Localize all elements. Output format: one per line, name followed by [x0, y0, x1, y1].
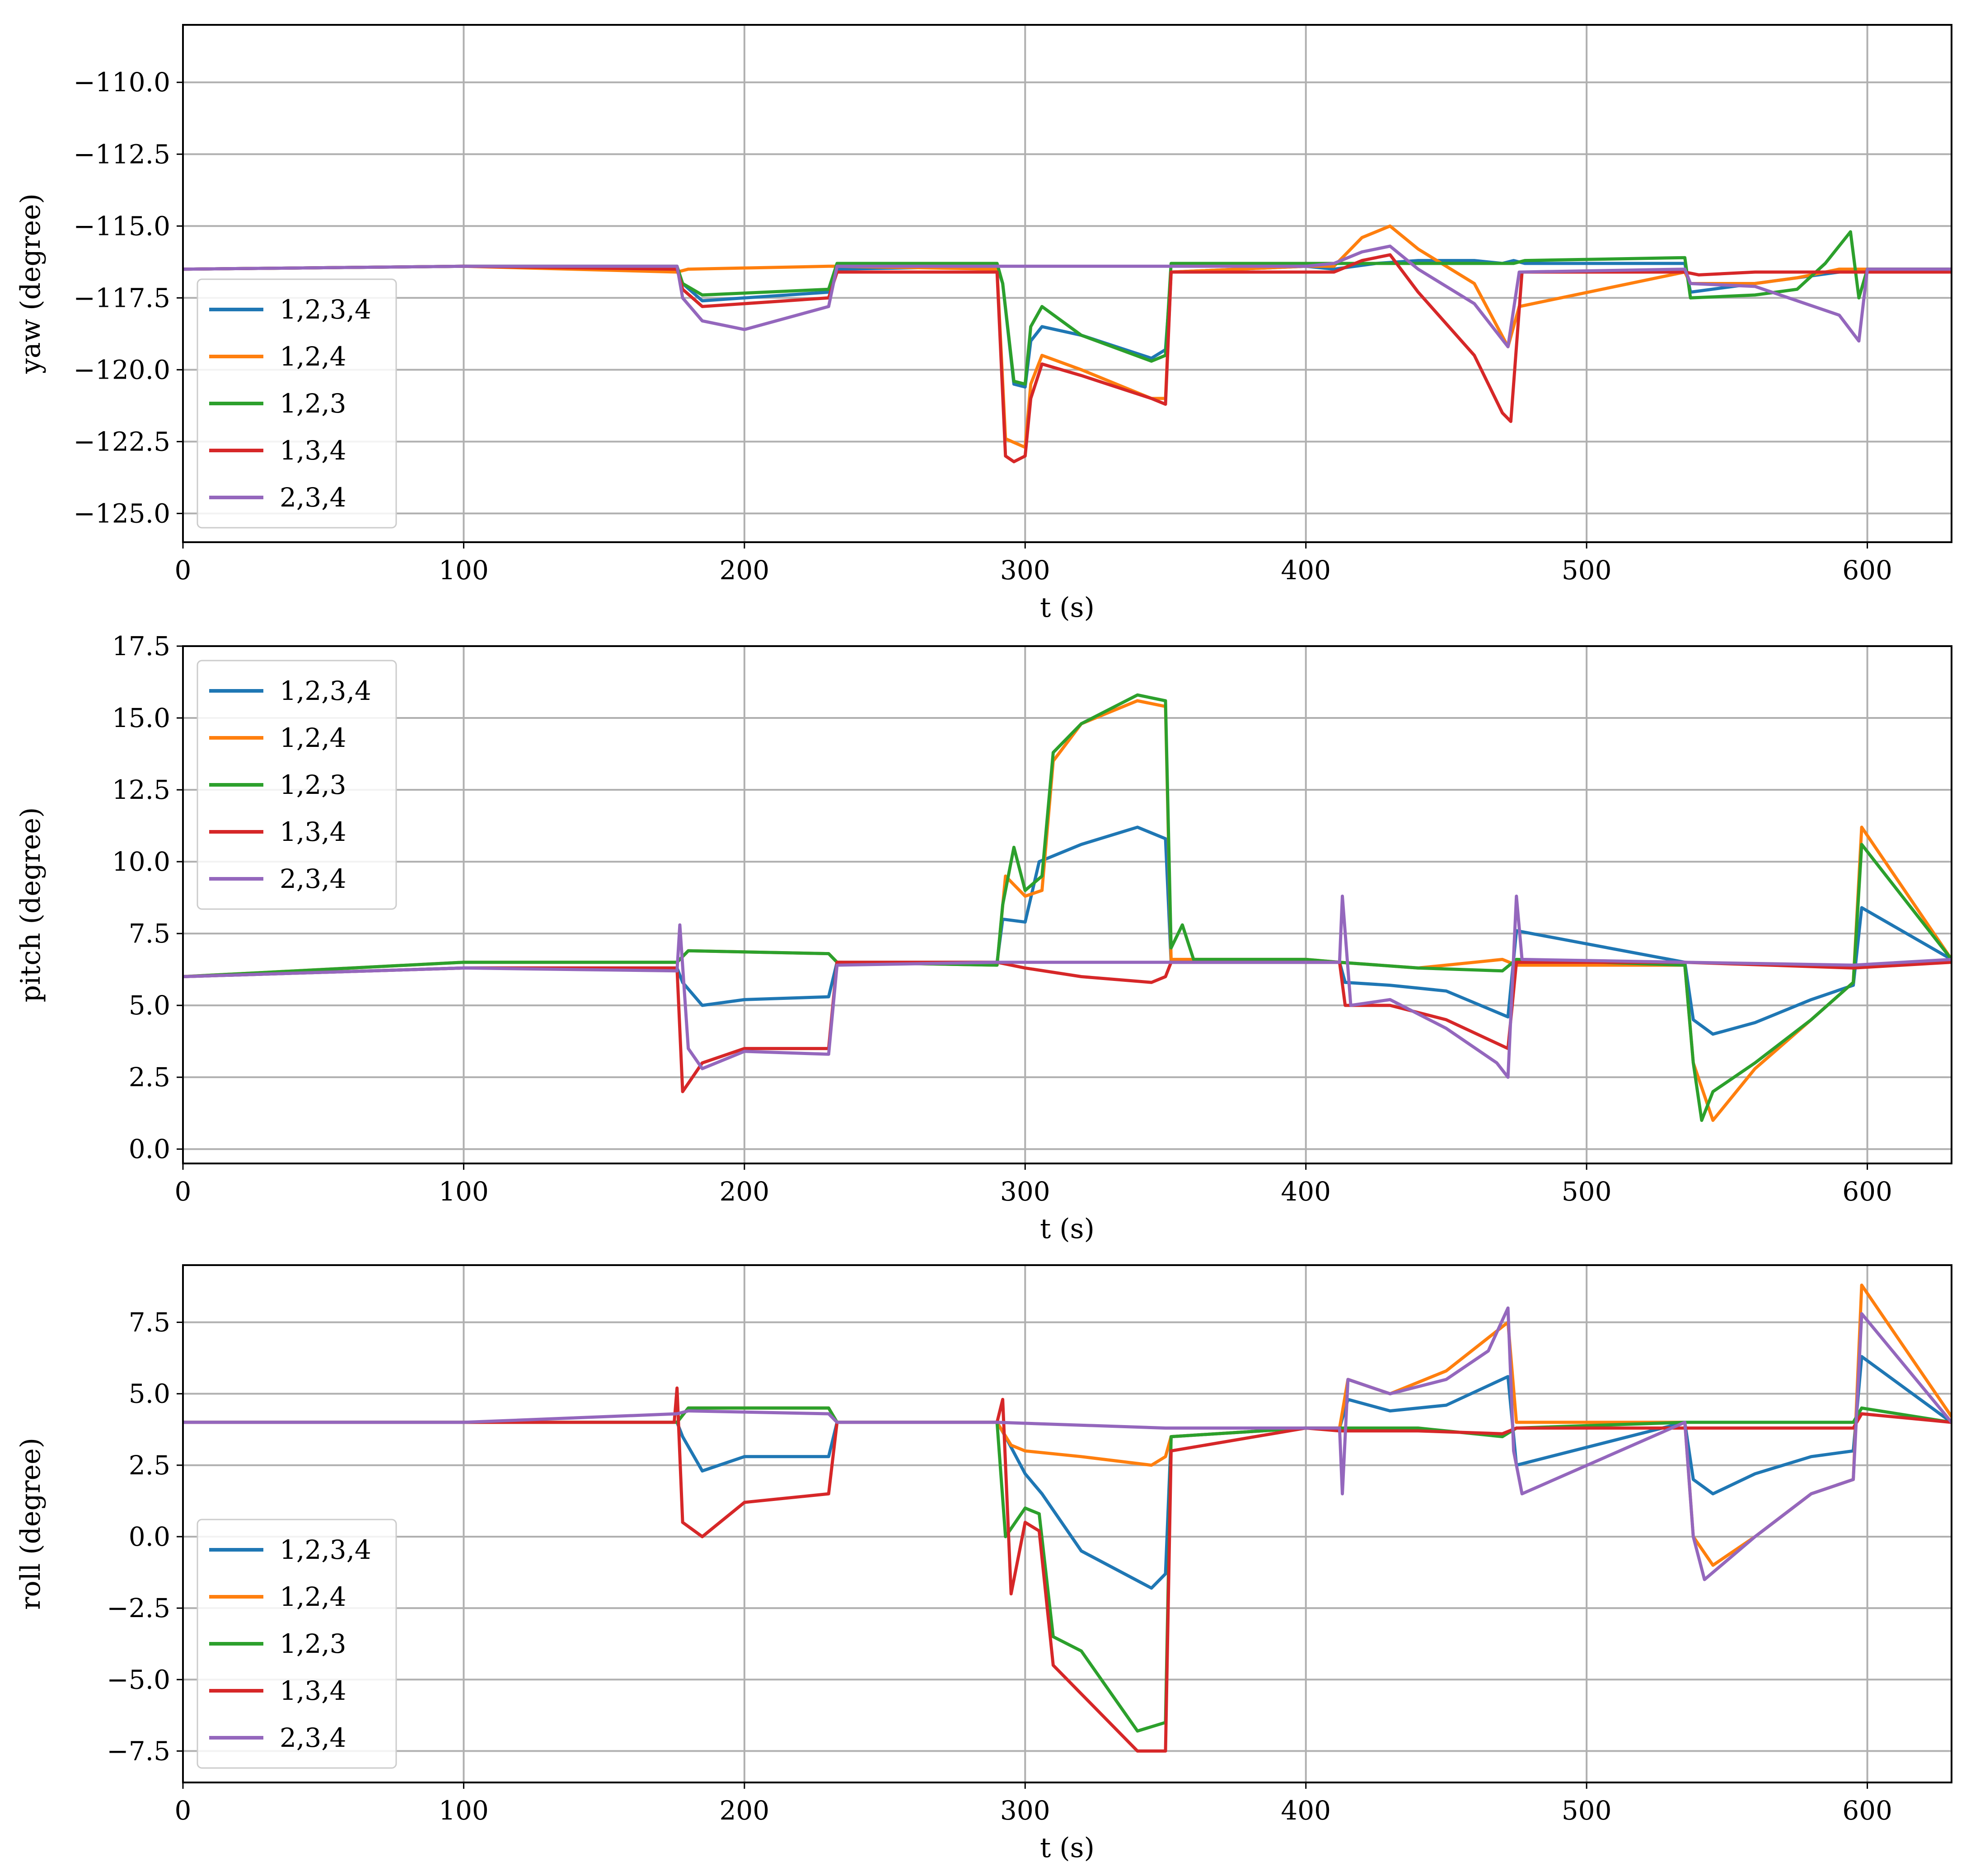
roll-y-tick-label: 7.5	[129, 1307, 170, 1338]
yaw-legend-box	[197, 278, 397, 529]
pitch-x-tick-label: 0	[175, 1176, 192, 1207]
yaw-x-axis-label: t (s)	[1040, 592, 1095, 624]
yaw-x-tick-label: 300	[1000, 555, 1050, 586]
roll-legend-label: 1,2,3,4	[280, 1534, 371, 1565]
yaw-y-tick-label: −120.0	[73, 354, 170, 385]
pitch-y-tick-label: 10.0	[112, 846, 170, 877]
roll-y-tick-label: 5.0	[129, 1379, 170, 1409]
pitch-y-axis-label: pitch (degree)	[15, 807, 47, 1003]
roll-chart-panel: 0 100 200 300 400 500 600 7.5 5.0 2.5 0.0 −2.5 −5.0 −…	[15, 1264, 1952, 1864]
pitch-x-tick-label: 200	[719, 1176, 769, 1207]
roll-legend: 1,2,3,4 1,2,4 1,2,3 1,3,4 2,3,4	[197, 1519, 397, 1769]
pitch-y-tick-label: 5.0	[129, 990, 170, 1021]
pitch-y-tick-label: 2.5	[129, 1062, 170, 1093]
roll-legend-box	[197, 1519, 397, 1769]
roll-x-tick-label: 500	[1562, 1795, 1612, 1826]
pitch-x-tick-label: 600	[1842, 1176, 1892, 1207]
pitch-legend: 1,2,3,4 1,2,4 1,2,3 1,3,4 2,3,4	[197, 660, 397, 910]
pitch-axes-frame	[182, 645, 1952, 1164]
roll-x-tick-label: 400	[1281, 1795, 1331, 1826]
roll-legend-label: 2,3,4	[280, 1722, 346, 1753]
yaw-legend-label: 2,3,4	[280, 482, 346, 513]
pitch-y-tick-label: 0.0	[129, 1134, 170, 1164]
pitch-x-tick-label: 400	[1281, 1176, 1331, 1207]
yaw-chart-panel: 0 100 200 300 400 500 600 −110.0 −112.5 −115.0 −11…	[15, 24, 1952, 624]
yaw-x-tick-label: 0	[175, 555, 192, 586]
roll-x-tick-label: 600	[1842, 1795, 1892, 1826]
roll-x-axis-label: t (s)	[1040, 1832, 1095, 1864]
pitch-legend-label: 1,2,3	[280, 769, 346, 800]
roll-legend-label: 1,2,3	[280, 1628, 346, 1659]
yaw-y-tick-label: −125.0	[73, 498, 170, 529]
yaw-y-tick-label: −115.0	[73, 211, 170, 241]
yaw-y-tick-label: −122.5	[73, 426, 170, 457]
roll-y-axis-label: roll (degree)	[15, 1438, 47, 1610]
yaw-x-tick-label: 600	[1842, 555, 1892, 586]
yaw-x-tick-label: 200	[719, 555, 769, 586]
pitch-x-tick-label: 100	[439, 1176, 489, 1207]
yaw-legend: 1,2,3,4 1,2,4 1,2,3 1,3,4 2,3,4	[197, 278, 397, 529]
yaw-axes-frame	[182, 24, 1952, 543]
pitch-legend-box	[197, 660, 397, 910]
pitch-legend-label: 1,2,3,4	[280, 675, 371, 706]
roll-x-tick-label: 300	[1000, 1795, 1050, 1826]
pitch-legend-label: 1,2,4	[280, 722, 346, 753]
yaw-x-tick-label: 400	[1281, 555, 1331, 586]
pitch-series-line-2-3-4	[183, 894, 1952, 1079]
yaw-series-line-2-3-4	[183, 244, 1952, 348]
pitch-legend-label: 1,3,4	[280, 816, 346, 847]
roll-series-line-1-3-4	[183, 1386, 1952, 1753]
pitch-legend-label: 2,3,4	[280, 863, 346, 894]
pitch-x-tick-label: 500	[1562, 1176, 1612, 1207]
roll-legend-label: 1,2,4	[280, 1581, 346, 1612]
roll-y-tick-label: −5.0	[107, 1664, 170, 1695]
pitch-y-tick-label: 7.5	[129, 918, 170, 949]
yaw-legend-label: 1,2,4	[280, 341, 346, 372]
yaw-x-tick-label: 100	[439, 555, 489, 586]
roll-x-tick-label: 100	[439, 1795, 489, 1826]
pitch-x-axis-label: t (s)	[1040, 1213, 1095, 1245]
yaw-legend-label: 1,2,3	[280, 388, 346, 419]
pitch-y-tick-label: 12.5	[112, 774, 170, 805]
yaw-y-tick-label: −112.5	[73, 139, 170, 169]
pitch-y-tick-label: 15.0	[112, 703, 170, 733]
roll-y-tick-label: −7.5	[107, 1735, 170, 1766]
roll-axes-frame	[182, 1264, 1952, 1783]
roll-series-line-2-3-4	[183, 1306, 1952, 1581]
pitch-y-tick-label: 17.5	[112, 631, 170, 661]
roll-y-tick-label: 2.5	[129, 1450, 170, 1481]
roll-legend-label: 1,3,4	[280, 1675, 346, 1706]
roll-y-tick-label: 0.0	[129, 1521, 170, 1552]
pitch-x-tick-label: 300	[1000, 1176, 1050, 1207]
yaw-y-tick-label: −110.0	[73, 67, 170, 98]
yaw-legend-label: 1,3,4	[280, 435, 346, 466]
yaw-legend-label: 1,2,3,4	[280, 294, 371, 325]
roll-y-tick-label: −2.5	[107, 1593, 170, 1623]
roll-x-tick-label: 0	[175, 1795, 192, 1826]
yaw-x-tick-label: 500	[1562, 555, 1612, 586]
yaw-y-axis-label: yaw (degree)	[15, 193, 47, 374]
pitch-chart-panel: 0 100 200 300 400 500 600 0.0 2.5 5.0 7.5 10.0 12.5 1…	[15, 631, 1952, 1245]
roll-x-tick-label: 200	[719, 1795, 769, 1826]
yaw-y-tick-label: −117.5	[73, 282, 170, 313]
